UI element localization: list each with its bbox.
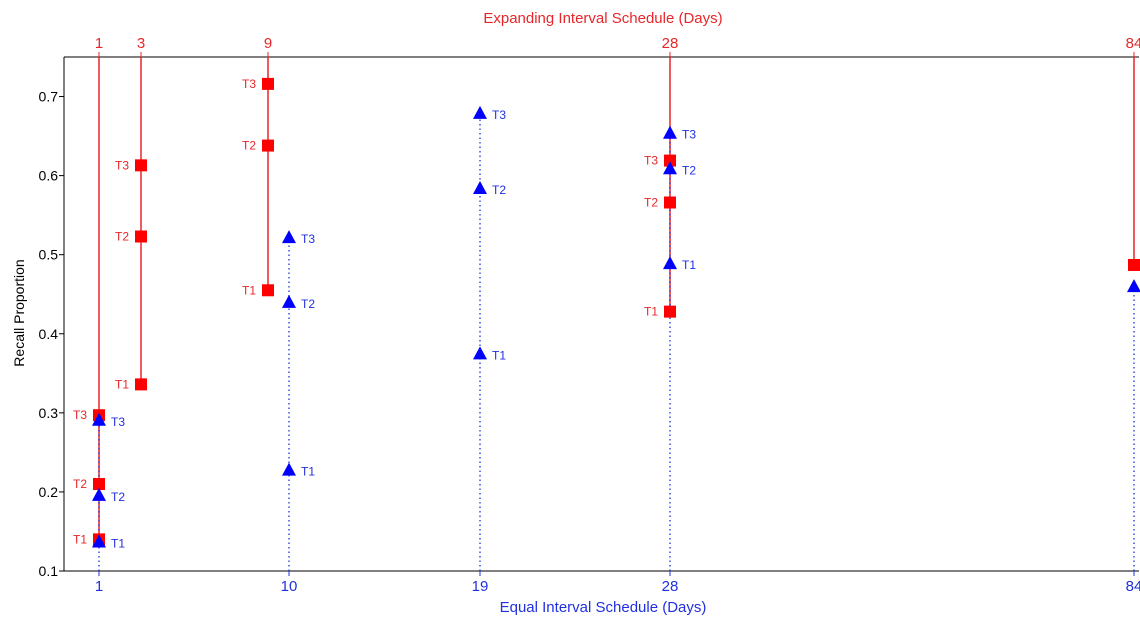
top-tick-label: 28 [662,35,679,52]
expanding-data-point [262,139,274,152]
expanding-point-label: T3 [644,154,658,168]
expanding-point-label: T1 [644,305,658,319]
expanding-data-point [664,305,676,318]
expanding-point-label: T1 [115,377,129,391]
equal-point-label: T1 [111,537,125,551]
equal-data-point [92,487,106,501]
equal-point-label: T3 [492,108,506,122]
equal-data-point [282,462,296,476]
expanding-point-label: T3 [115,158,129,172]
equal-data-point [473,181,487,195]
expanding-data-point [135,378,147,391]
top-axis-title: Expanding Interval Schedule (Days) [483,10,722,27]
equal-data-point [663,161,677,175]
top-tick-label: 1 [95,35,103,52]
bottom-tick-label: 19 [472,578,489,595]
expanding-data-point [135,230,147,243]
expanding-data-point [135,159,147,172]
y-tick-label: 0.7 [39,89,59,105]
equal-point-label: T2 [682,163,696,177]
expanding-point-label: T1 [73,532,87,546]
expanding-point-label: T2 [242,139,256,153]
y-tick-label: 0.6 [39,168,59,184]
expanding-point-label: T2 [644,196,658,210]
expanding-data-point [1128,258,1140,271]
y-tick-label: 0.2 [39,484,59,500]
equal-data-point [1127,279,1140,293]
expanding-data-point [664,196,676,209]
bottom-tick-label: 28 [662,578,679,595]
bottom-tick-label: 1 [95,578,103,595]
expanding-point-label: T3 [242,77,256,91]
expanding-point-label: T1 [242,283,256,297]
equal-point-label: T1 [492,348,506,362]
equal-point-label: T3 [682,128,696,142]
equal-data-point [663,256,677,270]
equal-point-label: T2 [492,183,506,197]
expanding-point-label: T2 [115,230,129,244]
bottom-tick-label: 10 [281,578,298,595]
equal-point-label: T2 [111,490,125,504]
expanding-data-point [262,77,274,90]
expanding-data-point [93,478,105,491]
top-tick-label: 9 [264,35,272,52]
equal-data-point [473,346,487,360]
y-tick-label: 0.5 [39,247,59,263]
top-tick-label: 3 [137,35,145,52]
equal-data-point [663,125,677,139]
expanding-point-label: T3 [73,408,87,422]
equal-data-point [473,105,487,119]
bottom-tick-label: 84 [1126,578,1140,595]
expanding-point-label: T2 [73,477,87,491]
equal-data-point [282,230,296,244]
y-tick-label: 0.4 [39,326,59,342]
equal-point-label: T2 [301,297,315,311]
equal-point-label: T3 [301,232,315,246]
equal-data-point [282,294,296,308]
equal-data-point [92,534,106,548]
equal-data-point [92,412,106,426]
bottom-axis-title: Equal Interval Schedule (Days) [500,599,707,616]
top-tick-label: 84 [1126,35,1140,52]
expanding-data-point [262,284,274,297]
expanding-data-point [664,154,676,167]
y-axis-title: Recall Proportion [11,259,27,366]
equal-point-label: T3 [111,415,125,429]
equal-point-label: T1 [682,258,696,272]
y-tick-label: 0.3 [39,405,59,421]
y-tick-label: 0.1 [39,563,59,579]
equal-point-label: T1 [301,465,315,479]
